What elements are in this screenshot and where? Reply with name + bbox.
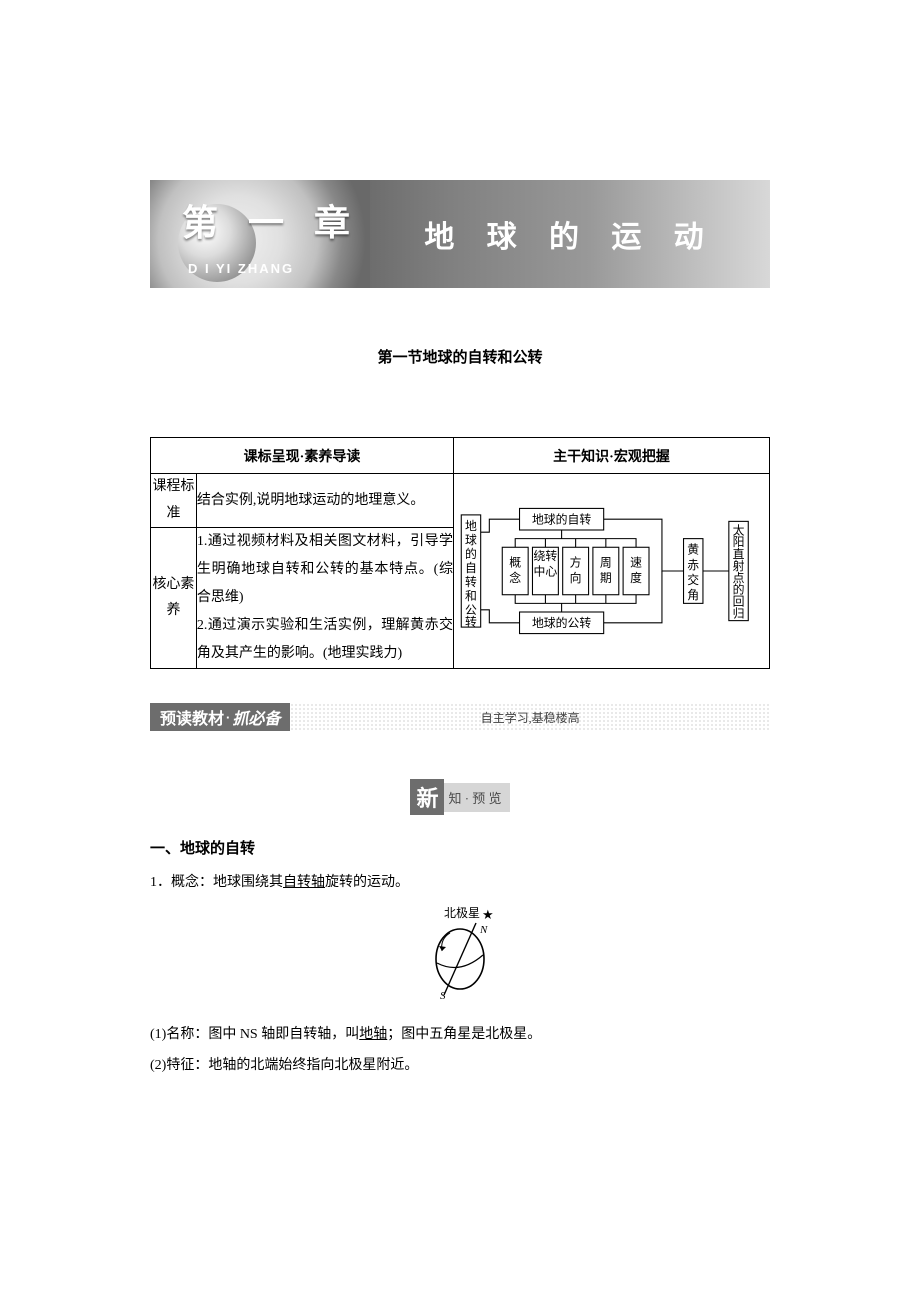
svg-text:自: 自 bbox=[465, 561, 477, 575]
svg-text:周: 周 bbox=[599, 556, 611, 570]
svg-text:黄: 黄 bbox=[687, 543, 699, 557]
diagram-node-rotation: 地球的自转 bbox=[531, 513, 590, 527]
new-knowledge-badge: 新知 · 预 览 bbox=[410, 779, 509, 815]
bar-prefix: 预读教材 bbox=[160, 705, 224, 729]
concept-line: 1．概念：地球围绕其自转轴旋转的运动。 bbox=[150, 868, 770, 899]
preread-bar-label: 预读教材 · 抓必备 bbox=[150, 703, 290, 731]
earth-axis-figure: 北极星 ★ N S bbox=[150, 905, 770, 1014]
axis-name-line: (1)名称：图中 NS 轴即自转轴，叫地轴；图中五角星是北极星。 bbox=[150, 1020, 770, 1051]
table-header-right: 主干知识·宏观把握 bbox=[454, 438, 770, 474]
concept-diagram: 地 球 的 自 转 和 公 转 地球的自转 bbox=[458, 489, 766, 653]
row-label-text: 课程标准 bbox=[152, 479, 194, 521]
row-label-text: 核心素养 bbox=[152, 577, 194, 619]
svg-text:概: 概 bbox=[509, 556, 521, 570]
diagram-node-revolution: 地球的公转 bbox=[531, 616, 590, 630]
row-content-literacy: 1.通过视频材料及相关图文材料，引导学生明确地球自转和公转的基本特点。(综合思维… bbox=[196, 528, 453, 669]
chapter-pinyin: D I YI ZHANG bbox=[188, 261, 294, 276]
svg-text:交: 交 bbox=[687, 573, 699, 587]
literacy-item-2-tag: (地理实践力) bbox=[323, 646, 402, 661]
chapter-number: 第 一 章 bbox=[182, 194, 360, 246]
p2-prefix: (1)名称：图中 NS 轴即自转轴，叫 bbox=[150, 1027, 359, 1042]
svg-text:向: 向 bbox=[569, 571, 581, 585]
p2-suffix: ；图中五角星是北极星。 bbox=[387, 1027, 541, 1042]
section-title: 第一节地球的自转和公转 bbox=[0, 346, 920, 367]
svg-text:速: 速 bbox=[630, 556, 642, 570]
row-label-literacy: 核心素养 bbox=[151, 528, 197, 669]
svg-text:方: 方 bbox=[569, 556, 581, 570]
earth-axis-svg: 北极星 ★ N S bbox=[400, 905, 520, 1001]
new-knowledge-badge-wrap: 新知 · 预 览 bbox=[150, 779, 770, 815]
svg-text:归: 归 bbox=[732, 606, 744, 620]
svg-text:的: 的 bbox=[465, 547, 477, 561]
svg-text:转: 转 bbox=[465, 575, 477, 589]
svg-text:赤: 赤 bbox=[687, 558, 699, 572]
standards-table: 课标呈现·素养导读 主干知识·宏观把握 课程标准 结合实例,说明地球运动的地理意… bbox=[150, 437, 770, 669]
bar-dot: · bbox=[226, 710, 230, 725]
star-icon: ★ bbox=[482, 907, 494, 922]
bar-emph: 抓必备 bbox=[232, 705, 280, 729]
p1-suffix: 旋转的运动。 bbox=[325, 875, 409, 890]
heading-rotation: 一、地球的自转 bbox=[150, 833, 770, 866]
north-label: N bbox=[479, 924, 488, 936]
preread-bar-pattern: 自主学习,基稳楼高 bbox=[290, 703, 770, 731]
literacy-item-2-num: 2. bbox=[197, 618, 208, 633]
badge-small-text: 知 · 预 览 bbox=[444, 783, 509, 812]
svg-text:绕转: 绕转 bbox=[533, 549, 557, 563]
chapter-banner: 第 一 章 D I YI ZHANG 地 球 的 运 动 bbox=[150, 180, 770, 288]
literacy-item-1-text: 通过视频材料及相关图文材料，引导学生明确地球自转和公转的基本特点。 bbox=[197, 534, 453, 577]
literacy-item-1-num: 1. bbox=[197, 534, 208, 549]
preread-bar-subtitle: 自主学习,基稳楼高 bbox=[481, 709, 580, 726]
row-label-standard: 课程标准 bbox=[151, 474, 197, 528]
table-header-left: 课标呈现·素养导读 bbox=[151, 438, 454, 474]
badge-big-char: 新 bbox=[410, 779, 444, 815]
chapter-title: 地 球 的 运 动 bbox=[424, 212, 715, 256]
svg-text:中心: 中心 bbox=[533, 564, 557, 578]
content-body: 一、地球的自转 1．概念：地球围绕其自转轴旋转的运动。 北极星 ★ N S bbox=[150, 833, 770, 1081]
page-root: 第 一 章 D I YI ZHANG 地 球 的 运 动 第一节地球的自转和公转… bbox=[0, 180, 920, 1121]
svg-text:角: 角 bbox=[687, 588, 699, 602]
row-content-standard: 结合实例,说明地球运动的地理意义。 bbox=[196, 474, 453, 528]
table-row: 课程标准 结合实例,说明地球运动的地理意义。 地 球 的 自 转 和 公 转 bbox=[151, 474, 770, 528]
svg-text:念: 念 bbox=[509, 571, 521, 585]
svg-text:地: 地 bbox=[465, 519, 477, 533]
banner-left-globe: 第 一 章 D I YI ZHANG bbox=[150, 180, 370, 288]
p1-keyword: 自转轴 bbox=[283, 875, 325, 890]
preread-bar: 预读教材 · 抓必备 自主学习,基稳楼高 bbox=[150, 703, 770, 731]
south-label: S bbox=[440, 990, 446, 1001]
concept-diagram-svg: 地 球 的 自 转 和 公 转 地球的自转 bbox=[458, 489, 758, 653]
axis-feature-line: (2)特征：地轴的北端始终指向北极星附近。 bbox=[150, 1051, 770, 1082]
table-header-row: 课标呈现·素养导读 主干知识·宏观把握 bbox=[151, 438, 770, 474]
concept-diagram-cell: 地 球 的 自 转 和 公 转 地球的自转 bbox=[454, 474, 770, 669]
svg-text:转: 转 bbox=[465, 615, 477, 629]
banner-right: 地 球 的 运 动 bbox=[370, 180, 770, 288]
p2-keyword: 地轴 bbox=[359, 1027, 387, 1042]
svg-text:和: 和 bbox=[465, 589, 477, 603]
svg-text:度: 度 bbox=[630, 571, 642, 585]
svg-text:球: 球 bbox=[465, 533, 477, 547]
p1-prefix: 1．概念：地球围绕其 bbox=[150, 875, 283, 890]
svg-text:期: 期 bbox=[599, 571, 611, 585]
polaris-label: 北极星 bbox=[444, 906, 480, 920]
